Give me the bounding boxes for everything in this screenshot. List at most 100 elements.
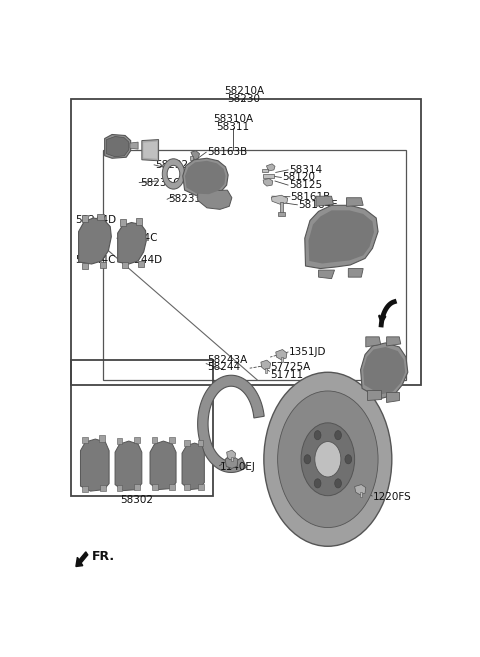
- Polygon shape: [198, 484, 204, 489]
- Polygon shape: [225, 456, 238, 468]
- Polygon shape: [136, 219, 142, 225]
- Polygon shape: [348, 269, 363, 277]
- Polygon shape: [266, 164, 275, 171]
- Text: 58120: 58120: [282, 173, 315, 183]
- Polygon shape: [82, 215, 88, 221]
- Circle shape: [277, 391, 378, 528]
- Text: 58244D: 58244D: [75, 215, 116, 225]
- Polygon shape: [360, 343, 408, 399]
- Polygon shape: [305, 205, 378, 269]
- Polygon shape: [264, 368, 267, 373]
- Polygon shape: [105, 135, 131, 158]
- Text: 58314: 58314: [289, 165, 322, 175]
- Polygon shape: [130, 142, 138, 149]
- Text: FR.: FR.: [92, 551, 115, 564]
- Text: 58233: 58233: [168, 194, 201, 204]
- Polygon shape: [122, 262, 129, 268]
- Polygon shape: [107, 137, 129, 157]
- Text: 58243A: 58243A: [207, 355, 247, 365]
- Polygon shape: [97, 214, 104, 221]
- Text: 58302: 58302: [120, 495, 153, 505]
- Polygon shape: [231, 457, 233, 461]
- Polygon shape: [184, 484, 190, 489]
- Polygon shape: [276, 350, 287, 359]
- Polygon shape: [319, 270, 335, 279]
- Text: 58244C: 58244C: [75, 255, 115, 265]
- Circle shape: [314, 479, 321, 488]
- Polygon shape: [191, 150, 200, 160]
- Text: 58310A: 58310A: [213, 114, 253, 124]
- Bar: [71, 359, 213, 496]
- Text: 58210A: 58210A: [224, 87, 264, 97]
- Polygon shape: [386, 337, 401, 346]
- Polygon shape: [120, 219, 126, 225]
- Text: 58244C: 58244C: [118, 233, 158, 243]
- Polygon shape: [227, 450, 236, 460]
- Polygon shape: [83, 436, 88, 443]
- Polygon shape: [117, 438, 122, 444]
- Polygon shape: [185, 161, 226, 194]
- Polygon shape: [99, 436, 105, 442]
- Polygon shape: [347, 198, 363, 206]
- Polygon shape: [152, 484, 158, 489]
- Polygon shape: [168, 437, 175, 443]
- Circle shape: [315, 442, 341, 477]
- Polygon shape: [281, 357, 283, 362]
- Text: 1220FS: 1220FS: [372, 492, 411, 502]
- Polygon shape: [198, 440, 203, 445]
- Text: 51711: 51711: [270, 370, 303, 380]
- Polygon shape: [81, 439, 109, 491]
- Polygon shape: [144, 141, 157, 159]
- Text: 58244: 58244: [207, 362, 240, 373]
- Polygon shape: [363, 347, 405, 394]
- Text: 58125: 58125: [289, 180, 322, 190]
- Text: 57725A: 57725A: [270, 362, 311, 373]
- Text: 58164E: 58164E: [298, 200, 338, 210]
- Text: 58163B: 58163B: [207, 147, 247, 157]
- Text: 58161B: 58161B: [290, 192, 331, 202]
- Polygon shape: [316, 196, 334, 206]
- Polygon shape: [278, 212, 286, 216]
- Text: 1140EJ: 1140EJ: [220, 462, 256, 472]
- Bar: [71, 99, 421, 385]
- Polygon shape: [83, 263, 88, 269]
- Polygon shape: [150, 441, 176, 489]
- Polygon shape: [117, 485, 122, 491]
- Circle shape: [314, 430, 321, 440]
- Circle shape: [335, 479, 341, 488]
- Polygon shape: [198, 375, 264, 472]
- Polygon shape: [366, 337, 381, 347]
- Polygon shape: [138, 261, 144, 267]
- Circle shape: [345, 455, 352, 464]
- Text: 58411D: 58411D: [305, 418, 347, 428]
- Polygon shape: [100, 485, 106, 491]
- FancyArrow shape: [76, 552, 88, 566]
- Polygon shape: [309, 210, 374, 263]
- Polygon shape: [385, 392, 399, 401]
- Polygon shape: [79, 218, 111, 264]
- Polygon shape: [183, 158, 228, 196]
- Polygon shape: [280, 202, 283, 213]
- Circle shape: [304, 455, 311, 464]
- Polygon shape: [83, 486, 88, 492]
- Polygon shape: [118, 223, 146, 264]
- Text: 58311: 58311: [216, 122, 250, 132]
- Polygon shape: [115, 441, 142, 491]
- Polygon shape: [190, 156, 193, 160]
- Text: 58232: 58232: [155, 160, 188, 170]
- Polygon shape: [355, 485, 366, 495]
- Polygon shape: [134, 484, 140, 489]
- Polygon shape: [184, 440, 190, 445]
- Polygon shape: [100, 262, 106, 268]
- Text: 1351JD: 1351JD: [289, 347, 326, 357]
- Polygon shape: [152, 437, 157, 443]
- Text: 58244D: 58244D: [121, 255, 163, 265]
- Circle shape: [335, 430, 341, 440]
- Polygon shape: [142, 139, 158, 161]
- Polygon shape: [262, 169, 267, 172]
- Polygon shape: [263, 174, 274, 178]
- Polygon shape: [271, 195, 288, 204]
- Polygon shape: [182, 443, 204, 489]
- Text: 58230: 58230: [228, 94, 261, 104]
- Polygon shape: [261, 360, 271, 370]
